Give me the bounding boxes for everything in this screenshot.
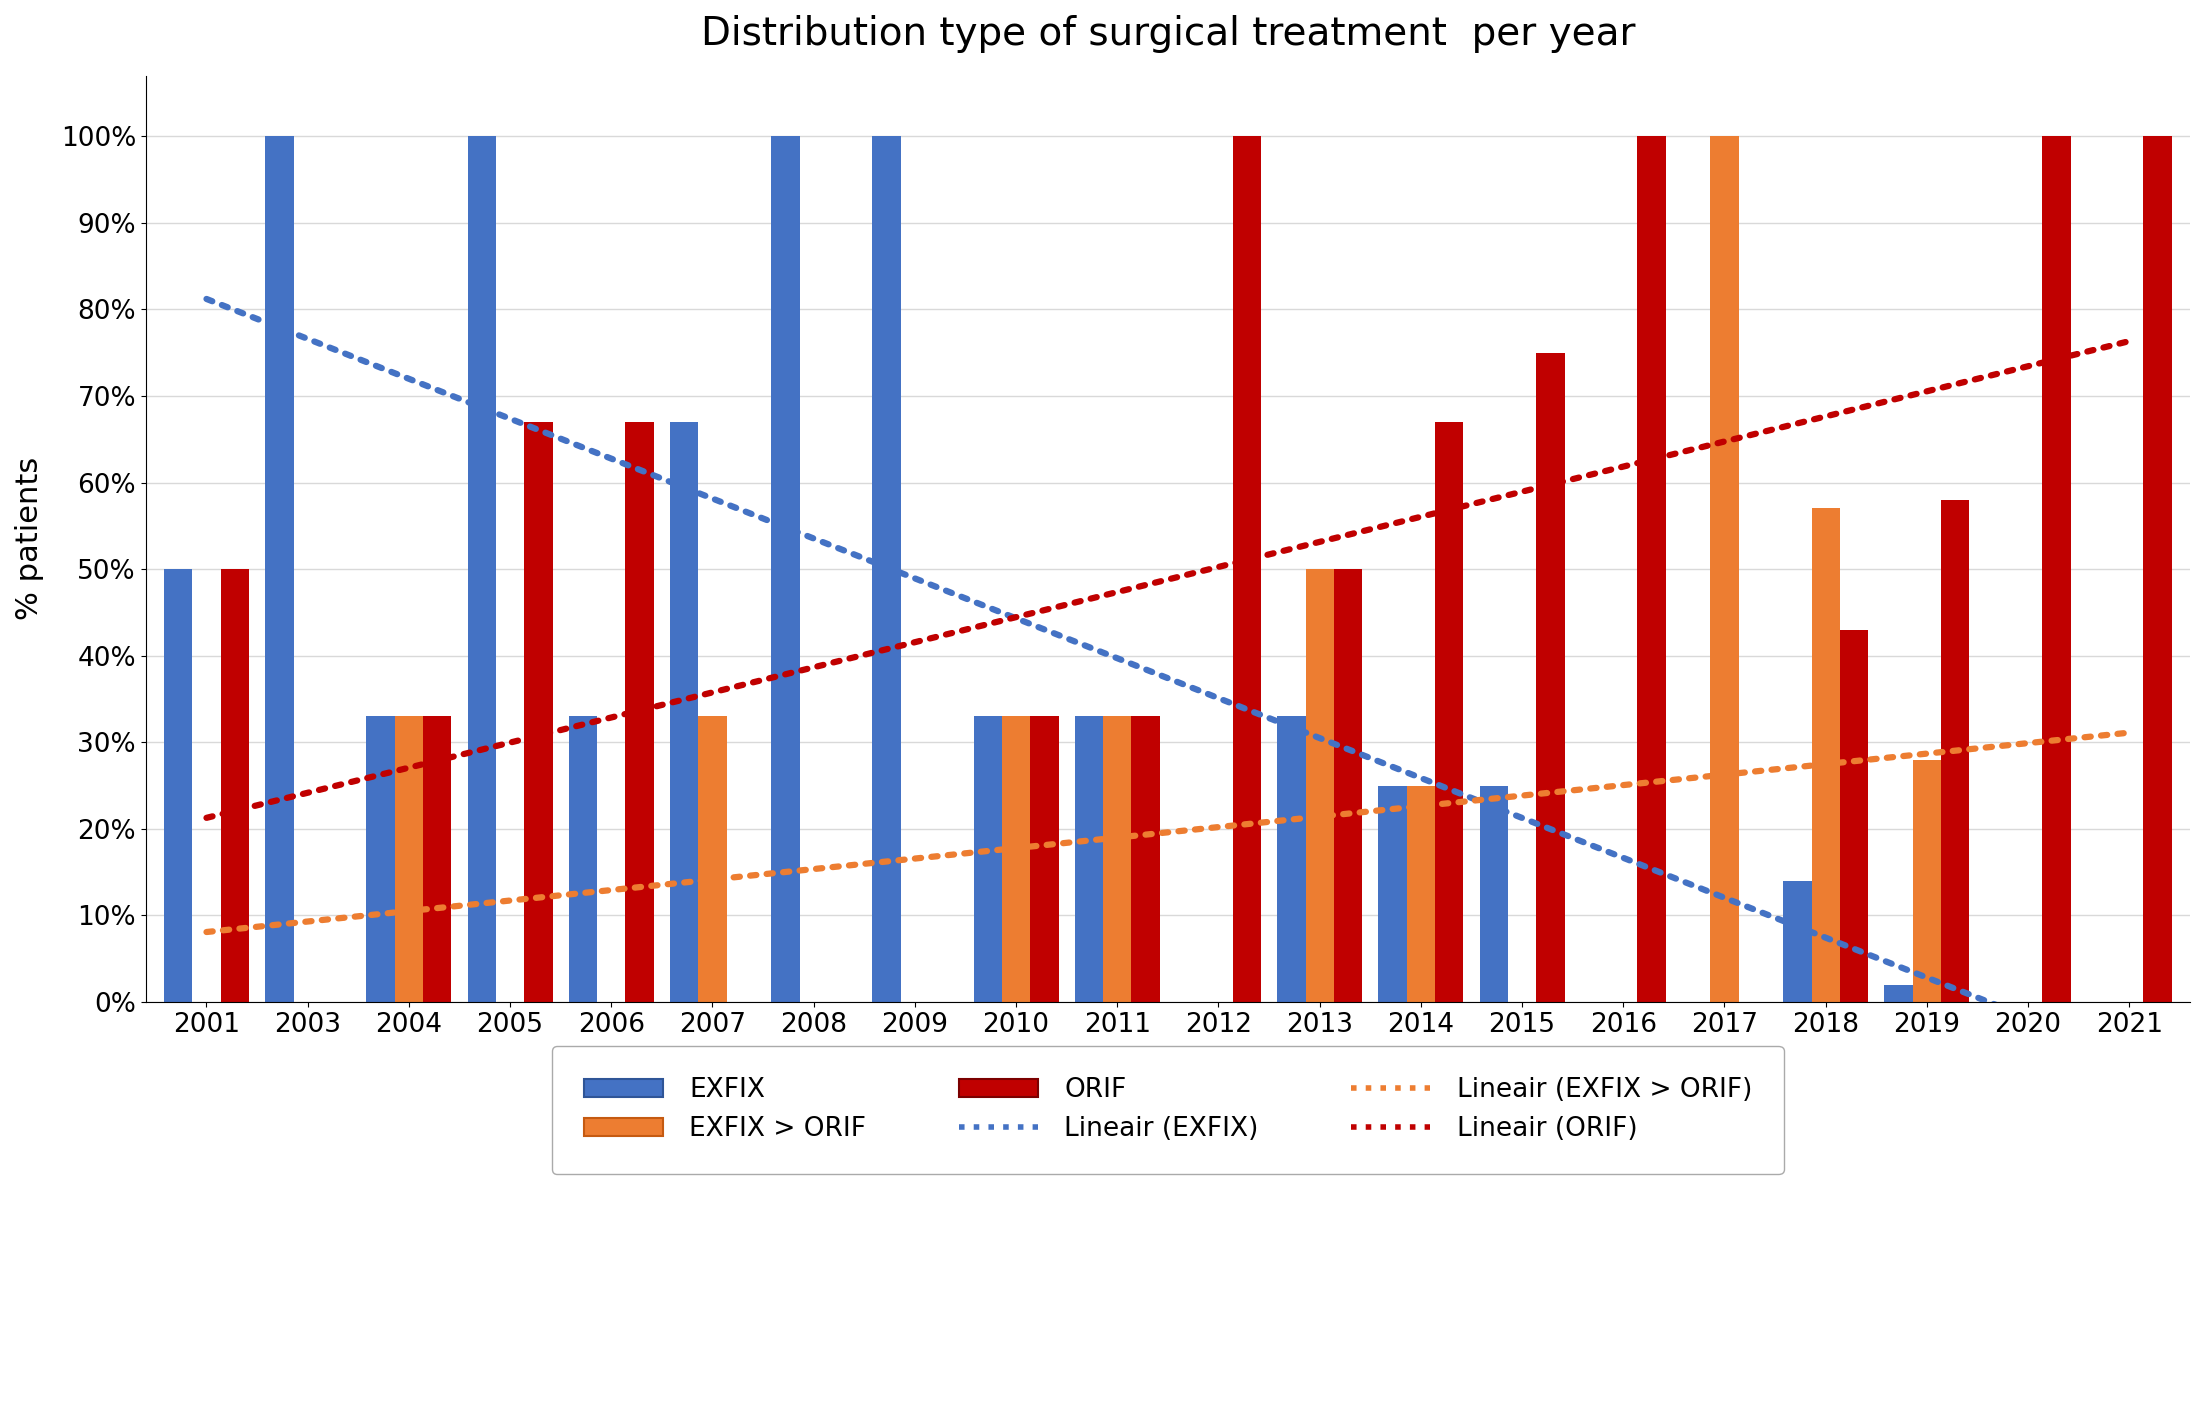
Bar [423, 716, 452, 1002]
Bar [1912, 760, 1940, 1002]
Bar [467, 136, 496, 1002]
Bar [1334, 569, 1363, 1002]
Bar [265, 136, 293, 1002]
Bar [670, 422, 699, 1002]
Bar [1233, 136, 1261, 1002]
Bar [1638, 136, 1665, 1002]
Bar [1839, 629, 1868, 1002]
Title: Distribution type of surgical treatment  per year: Distribution type of surgical treatment … [701, 15, 1636, 53]
Bar [699, 716, 728, 1002]
Bar [873, 136, 900, 1002]
Bar [220, 569, 249, 1002]
X-axis label: Years: Years [1127, 1054, 1208, 1084]
Bar [1407, 785, 1435, 1002]
Bar [1001, 716, 1030, 1002]
Bar [1435, 422, 1464, 1002]
Bar [163, 569, 192, 1002]
Bar [1537, 353, 1566, 1002]
Bar [1305, 569, 1334, 1002]
Bar [366, 716, 395, 1002]
Bar [2143, 136, 2172, 1002]
Bar [525, 422, 553, 1002]
Legend: EXFIX, EXFIX > ORIF, ORIF, Lineair (EXFIX), Lineair (EXFIX > ORIF), Lineair (ORI: EXFIX, EXFIX > ORIF, ORIF, Lineair (EXFI… [551, 1046, 1784, 1173]
Bar [1277, 716, 1305, 1002]
Bar [1940, 501, 1969, 1002]
Bar [1102, 716, 1131, 1002]
Bar [1074, 716, 1102, 1002]
Bar [1885, 984, 1912, 1002]
Bar [626, 422, 655, 1002]
Y-axis label: % patients: % patients [15, 457, 44, 621]
Bar [395, 716, 423, 1002]
Bar [1378, 785, 1407, 1002]
Bar [1711, 136, 1740, 1002]
Bar [569, 716, 598, 1002]
Bar [1030, 716, 1058, 1002]
Bar [772, 136, 800, 1002]
Bar [1480, 785, 1508, 1002]
Bar [1131, 716, 1160, 1002]
Bar [2042, 136, 2070, 1002]
Bar [975, 716, 1001, 1002]
Bar [1813, 509, 1839, 1002]
Bar [1784, 880, 1813, 1002]
